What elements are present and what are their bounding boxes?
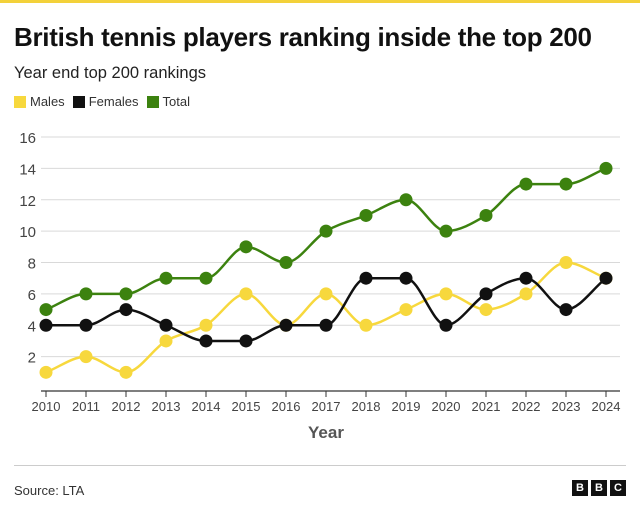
data-point-females-2022 <box>519 271 533 285</box>
y-tick-label-12: 12 <box>19 193 36 210</box>
data-point-males-2022 <box>519 287 533 301</box>
data-point-total-2013 <box>159 271 173 285</box>
x-tick-label-2023: 2023 <box>552 399 581 414</box>
legend-swatch-total <box>146 95 159 108</box>
chart-title: British tennis players ranking inside th… <box>14 22 592 52</box>
data-point-females-2020 <box>439 318 453 332</box>
x-tick-label-2022: 2022 <box>512 399 541 414</box>
data-point-females-2021 <box>479 287 493 301</box>
data-point-males-2013 <box>159 334 173 348</box>
x-tick-label-2024: 2024 <box>592 399 621 414</box>
x-tick-label-2016: 2016 <box>272 399 301 414</box>
data-point-males-2012 <box>119 365 133 379</box>
bbc-logo-letter-1: B <box>572 480 588 496</box>
legend-item-females: Females <box>72 94 139 109</box>
data-point-total-2021 <box>479 208 493 222</box>
legend-swatch-males <box>14 95 26 108</box>
x-tick-label-2020: 2020 <box>432 399 461 414</box>
y-tick-label-14: 14 <box>19 161 36 178</box>
data-point-females-2018 <box>359 271 373 285</box>
data-point-females-2017 <box>319 318 333 332</box>
y-tick-label-10: 10 <box>19 224 36 241</box>
x-axis-title: Year <box>308 423 344 442</box>
data-point-males-2010 <box>39 365 53 379</box>
bbc-logo-letter-3: C <box>610 480 626 496</box>
data-point-total-2018 <box>359 208 373 222</box>
source-note: Source: LTA <box>14 483 85 498</box>
data-point-males-2017 <box>319 287 333 301</box>
data-point-total-2011 <box>79 287 93 301</box>
data-point-females-2013 <box>159 318 173 332</box>
y-tick-label-6: 6 <box>28 287 36 304</box>
data-point-total-2020 <box>439 224 453 238</box>
y-tick-label-16: 16 <box>19 130 36 147</box>
legend-swatch-females <box>72 95 85 108</box>
data-point-males-2020 <box>439 287 453 301</box>
data-point-males-2023 <box>559 256 573 269</box>
data-point-total-2010 <box>39 303 53 317</box>
data-point-females-2010 <box>39 318 53 332</box>
x-tick-label-2019: 2019 <box>392 399 421 414</box>
data-point-males-2015 <box>239 287 253 301</box>
legend-label-males: Males <box>30 94 65 109</box>
x-tick-label-2012: 2012 <box>112 399 141 414</box>
legend-label-total: Total <box>162 94 191 109</box>
data-point-males-2011 <box>79 350 93 364</box>
data-point-total-2019 <box>399 193 413 207</box>
data-point-females-2023 <box>559 303 573 317</box>
legend-item-total: Total <box>146 94 191 109</box>
data-point-total-2024 <box>599 161 613 175</box>
data-point-females-2012 <box>119 303 133 317</box>
legend: Males Females Total <box>14 94 198 109</box>
data-point-females-2024 <box>599 271 613 285</box>
legend-label-females: Females <box>88 94 139 109</box>
x-tick-label-2011: 2011 <box>72 399 100 414</box>
data-point-females-2019 <box>399 271 413 285</box>
data-point-total-2016 <box>279 256 293 269</box>
data-point-females-2011 <box>79 318 93 332</box>
x-tick-label-2021: 2021 <box>472 399 501 414</box>
data-point-total-2023 <box>559 177 573 191</box>
x-tick-label-2015: 2015 <box>232 399 261 414</box>
x-tick-label-2014: 2014 <box>192 399 221 414</box>
data-point-males-2018 <box>359 318 373 332</box>
data-point-total-2014 <box>199 271 213 285</box>
x-tick-label-2013: 2013 <box>152 399 181 414</box>
chart-subtitle: Year end top 200 rankings <box>14 64 207 82</box>
data-point-males-2021 <box>479 303 493 317</box>
bbc-logo: B B C <box>569 480 626 496</box>
top-accent-rule <box>0 0 640 3</box>
x-tick-label-2010: 2010 <box>32 399 61 414</box>
data-point-total-2017 <box>319 224 333 238</box>
footer-rule <box>14 465 626 466</box>
y-tick-label-4: 4 <box>28 318 36 335</box>
data-point-males-2019 <box>399 303 413 317</box>
x-tick-label-2018: 2018 <box>352 399 381 414</box>
data-point-females-2016 <box>279 318 293 332</box>
y-tick-label-8: 8 <box>28 256 36 273</box>
data-point-total-2015 <box>239 240 253 254</box>
legend-item-males: Males <box>14 94 65 109</box>
data-point-total-2012 <box>119 287 133 301</box>
line-chart: 2 4 6 8 10 12 14 16 2010 2011 2012 2013 2014 2015 2016… <box>19 130 621 442</box>
data-point-males-2014 <box>199 318 213 332</box>
data-point-total-2022 <box>519 177 533 191</box>
y-tick-label-2: 2 <box>28 350 36 367</box>
data-point-females-2015 <box>239 334 253 348</box>
x-tick-label-2017: 2017 <box>312 399 341 414</box>
bbc-logo-letter-2: B <box>591 480 607 496</box>
data-point-females-2014 <box>199 334 213 348</box>
